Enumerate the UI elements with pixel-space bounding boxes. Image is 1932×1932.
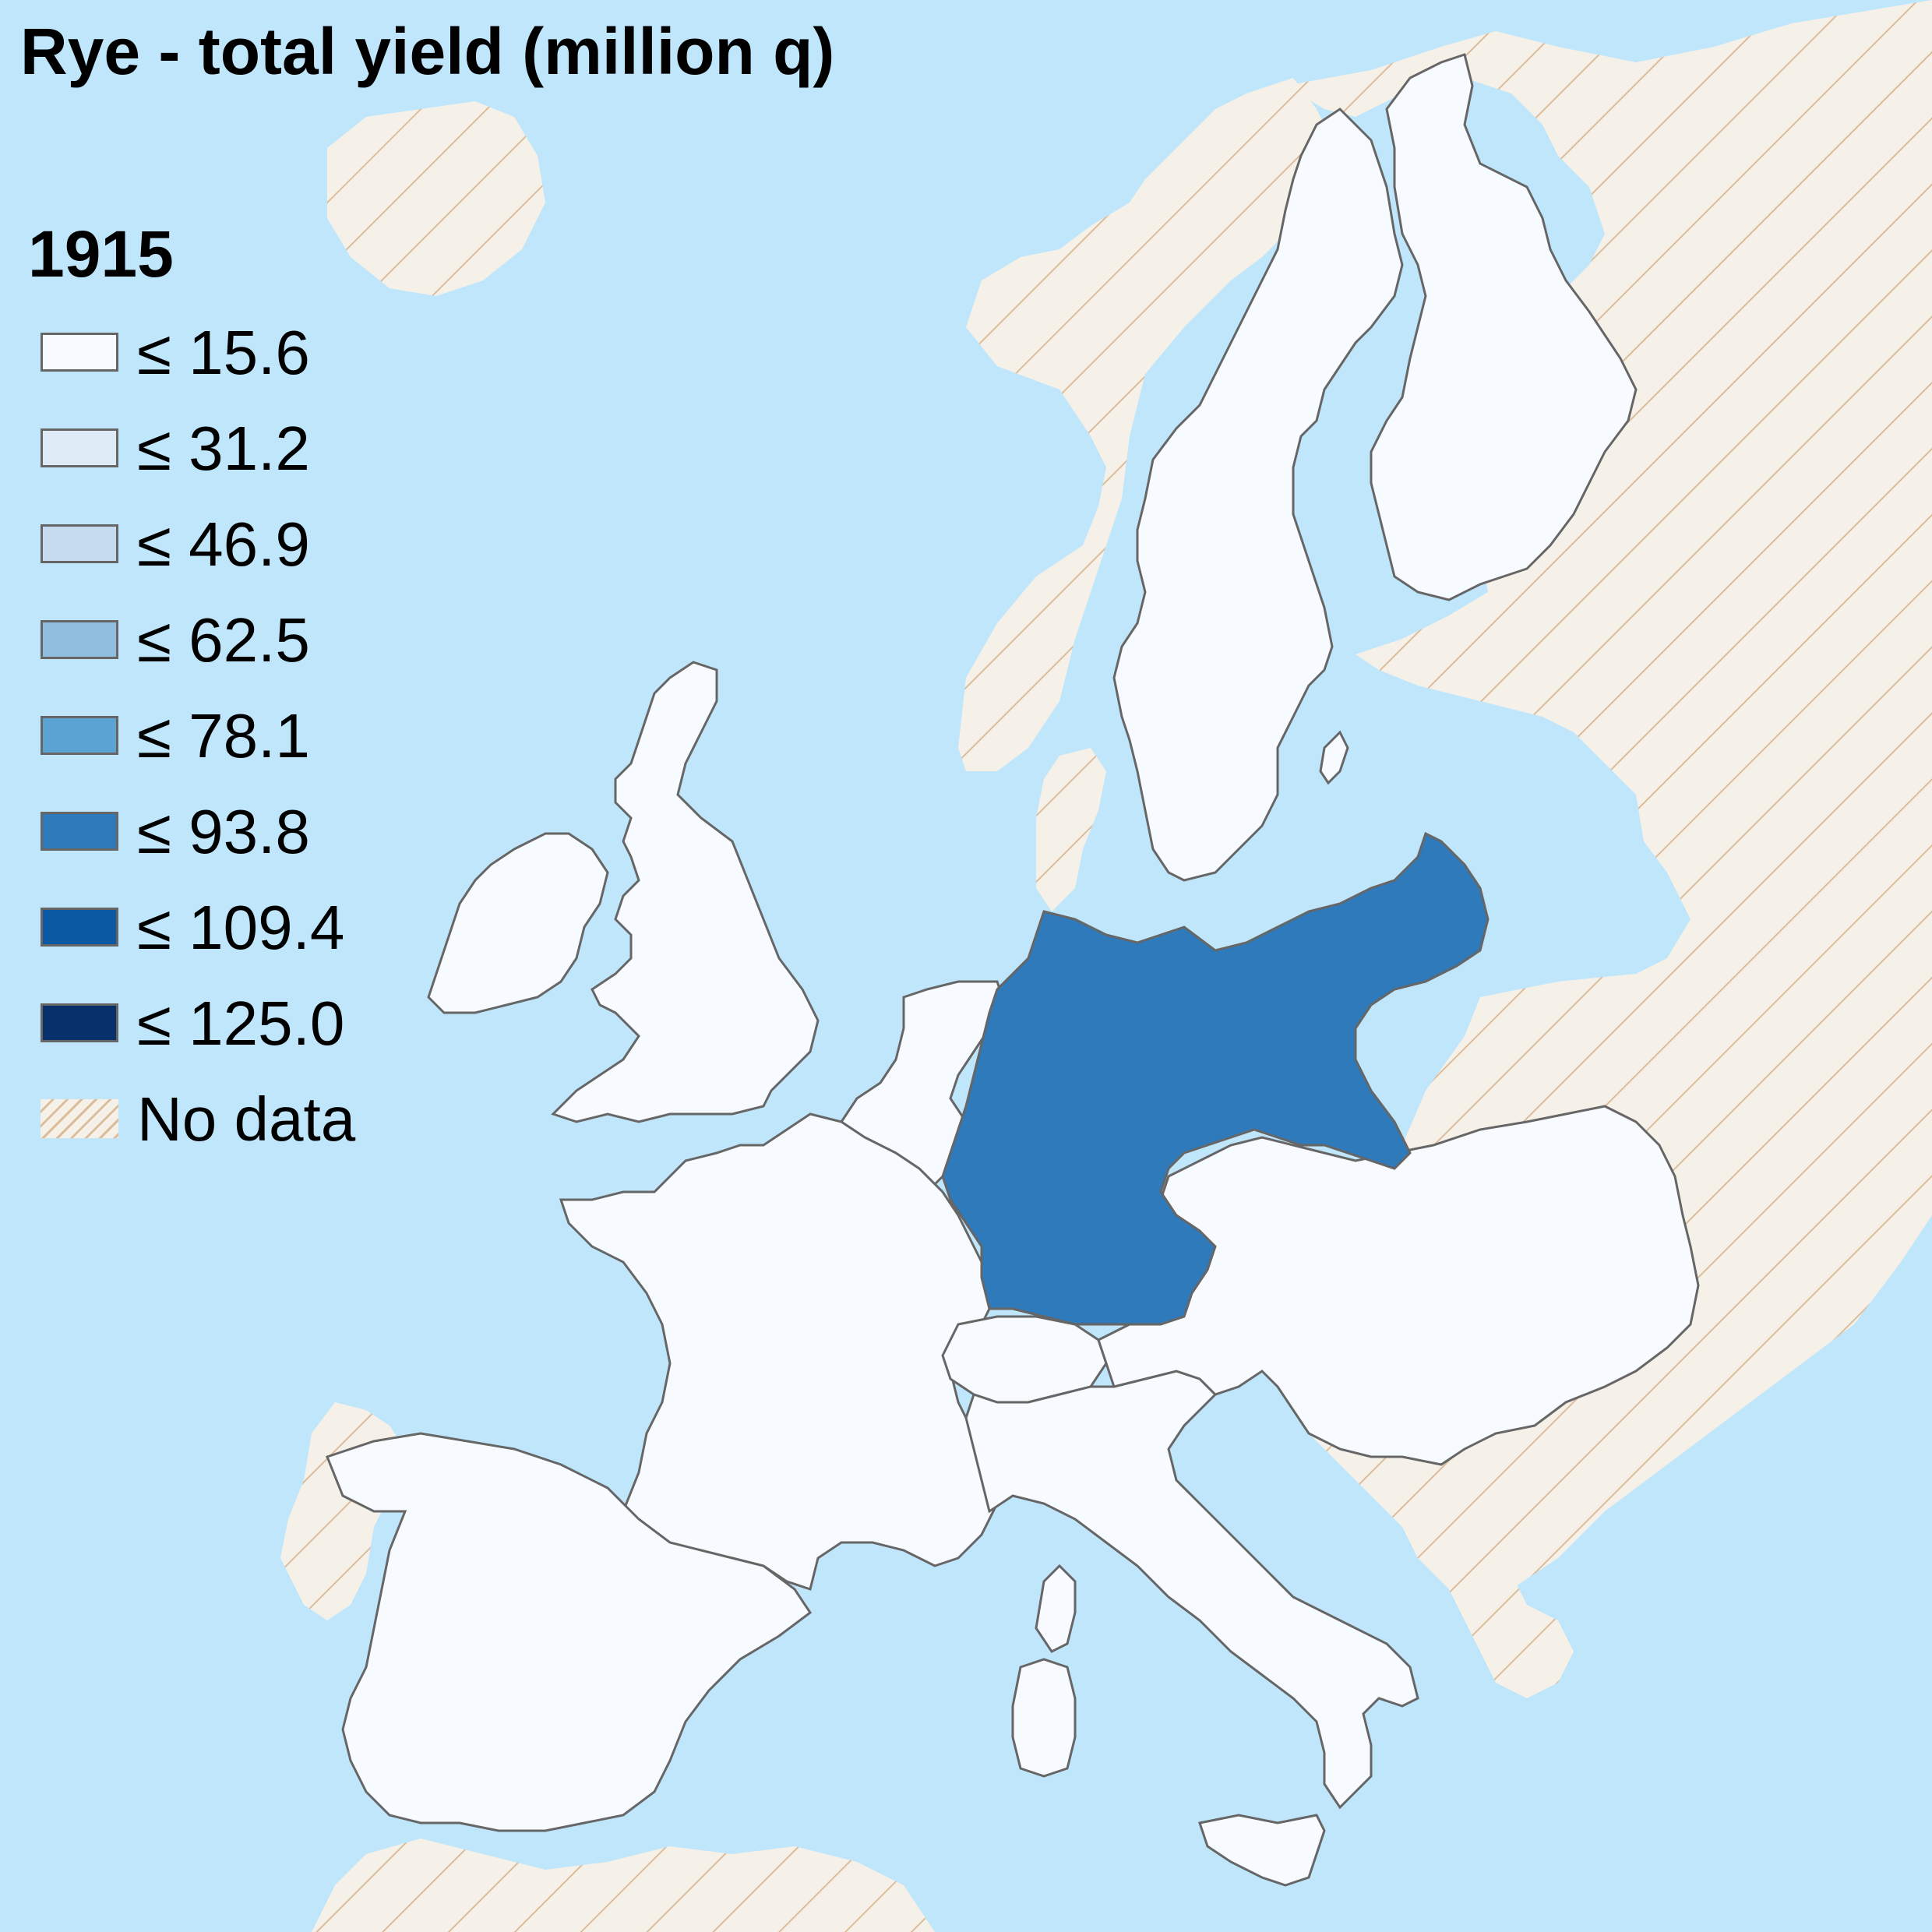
legend-label: ≤ 46.9 xyxy=(137,509,310,579)
legend-label: ≤ 31.2 xyxy=(137,414,310,483)
gotland-region xyxy=(1319,730,1349,785)
germany-region xyxy=(941,831,1490,1326)
map-title: Rye - total yield (million q) xyxy=(20,15,835,88)
legend-label: ≤ 15.6 xyxy=(137,318,310,387)
great-britain-region xyxy=(551,661,820,1123)
legend-label: No data xyxy=(137,1084,356,1154)
north-africa-no-data xyxy=(312,1839,935,1932)
legend-label: ≤ 109.4 xyxy=(137,893,345,962)
iceland-no-data xyxy=(327,101,545,296)
austria-hungary-region xyxy=(1097,1105,1700,1466)
legend-swatch xyxy=(41,428,118,467)
legend-swatch xyxy=(41,333,118,372)
map-year: 1915 xyxy=(28,217,174,291)
legend-label: ≤ 93.8 xyxy=(137,797,310,866)
legend-swatch xyxy=(41,1099,118,1138)
balkans-no-data xyxy=(1309,1433,1574,1698)
legend-swatch xyxy=(41,812,118,851)
sweden-region xyxy=(1112,108,1404,882)
legend-swatch xyxy=(41,1003,118,1042)
legend-label: ≤ 125.0 xyxy=(137,989,345,1058)
legend-swatch xyxy=(41,716,118,755)
corsica-region xyxy=(1035,1564,1077,1653)
ireland-region xyxy=(427,832,609,1014)
norway-no-data xyxy=(958,78,1340,771)
sicily-region xyxy=(1198,1814,1326,1887)
sardinia-region xyxy=(1011,1658,1077,1778)
spain-region xyxy=(326,1432,813,1832)
finland-region xyxy=(1370,53,1638,601)
legend-swatch xyxy=(41,620,118,659)
legend-label: ≤ 78.1 xyxy=(137,701,310,770)
legend-swatch xyxy=(41,524,118,563)
legend-label: ≤ 62.5 xyxy=(137,605,310,675)
data-regions xyxy=(326,53,1700,1887)
jutland-no-data xyxy=(1036,748,1106,911)
legend-swatch xyxy=(41,908,118,947)
